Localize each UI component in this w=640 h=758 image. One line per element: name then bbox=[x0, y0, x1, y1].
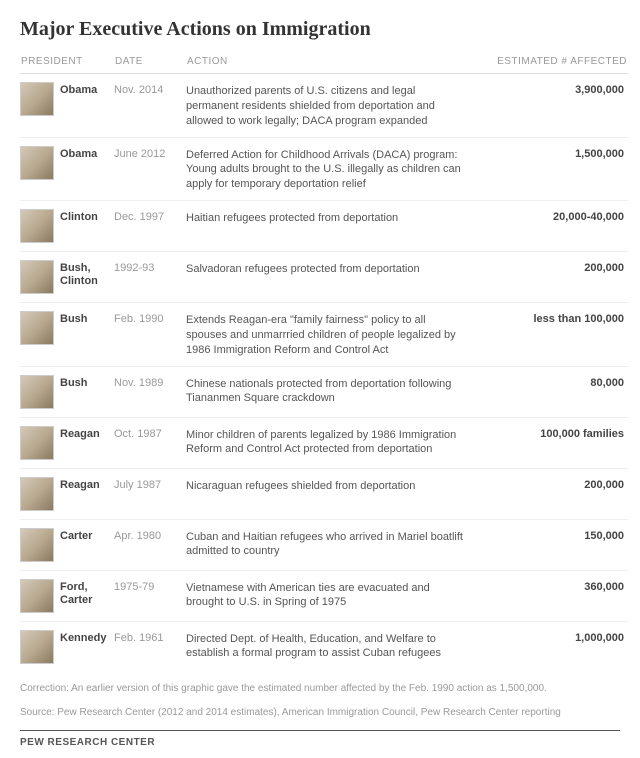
chart-title: Major Executive Actions on Immigration bbox=[20, 18, 620, 41]
table-row: Obama Nov. 2014 Unauthorized parents of U.… bbox=[20, 74, 628, 138]
action-description: Minor children of parents legalized by 1… bbox=[186, 426, 474, 458]
estimated-affected: 1,500,000 bbox=[478, 146, 624, 160]
estimated-affected: 80,000 bbox=[478, 375, 624, 389]
action-description: Salvadoran refugees protected from depor… bbox=[186, 260, 474, 277]
header-action: ACTION bbox=[186, 55, 478, 74]
action-date: Nov. 1989 bbox=[114, 375, 182, 389]
president-photo bbox=[20, 311, 54, 345]
action-date: Feb. 1990 bbox=[114, 311, 182, 325]
table-row: Bush Feb. 1990 Extends Reagan-era "family … bbox=[20, 303, 628, 367]
action-date: 1992-93 bbox=[114, 260, 182, 274]
president-name: Kennedy bbox=[60, 630, 106, 645]
president-name: Carter bbox=[60, 528, 92, 543]
header-president: PRESIDENT bbox=[20, 55, 114, 74]
president-photo bbox=[20, 82, 54, 116]
action-date: July 1987 bbox=[114, 477, 182, 491]
action-date: Oct. 1987 bbox=[114, 426, 182, 440]
estimated-affected: less than 100,000 bbox=[478, 311, 624, 325]
table-row: Obama June 2012 Deferred Action for Childh… bbox=[20, 137, 628, 201]
table-row: Carter Apr. 1980 Cuban and Haitian refugee… bbox=[20, 519, 628, 570]
president-name: Reagan bbox=[60, 426, 100, 441]
action-description: Deferred Action for Childhood Arrivals (… bbox=[186, 146, 474, 193]
table-row: Bush Nov. 1989 Chinese nationals protected… bbox=[20, 366, 628, 417]
action-description: Vietnamese with American ties are evacua… bbox=[186, 579, 474, 611]
action-description: Haitian refugees protected from deportat… bbox=[186, 209, 474, 226]
header-estimated: ESTIMATED # AFFECTED bbox=[478, 55, 628, 74]
estimated-affected: 3,900,000 bbox=[478, 82, 624, 96]
action-date: Feb. 1961 bbox=[114, 630, 182, 644]
action-description: Directed Dept. of Health, Education, and… bbox=[186, 630, 474, 662]
action-description: Extends Reagan-era "family fairness" pol… bbox=[186, 311, 474, 358]
action-description: Nicaraguan refugees shielded from deport… bbox=[186, 477, 474, 494]
table-row: Bush, Clinton 1992-93 Salvadoran refugees … bbox=[20, 252, 628, 303]
president-photo bbox=[20, 477, 54, 511]
estimated-affected: 100,000 families bbox=[478, 426, 624, 440]
estimated-affected: 150,000 bbox=[478, 528, 624, 542]
chart-container: Major Executive Actions on Immigration P… bbox=[0, 0, 640, 758]
president-photo bbox=[20, 209, 54, 243]
source-note: Source: Pew Research Center (2012 and 20… bbox=[20, 706, 620, 720]
action-date: Apr. 1980 bbox=[114, 528, 182, 542]
president-name: Clinton bbox=[60, 209, 98, 224]
president-photo bbox=[20, 375, 54, 409]
president-photo bbox=[20, 579, 54, 613]
table-row: Ford, Carter 1975-79 Vietnamese with Ameri… bbox=[20, 570, 628, 621]
table-row: Clinton Dec. 1997 Haitian refugees protect… bbox=[20, 201, 628, 252]
estimated-affected: 1,000,000 bbox=[478, 630, 624, 644]
correction-note: Correction: An earlier version of this g… bbox=[20, 682, 620, 696]
president-name: Ford, Carter bbox=[60, 579, 110, 607]
president-photo bbox=[20, 630, 54, 664]
action-date: Nov. 2014 bbox=[114, 82, 182, 96]
president-name: Obama bbox=[60, 82, 97, 97]
org-label: PEW RESEARCH CENTER bbox=[20, 730, 620, 748]
president-name: Obama bbox=[60, 146, 97, 161]
actions-table: PRESIDENT DATE ACTION ESTIMATED # AFFECT… bbox=[20, 55, 628, 672]
table-row: Reagan July 1987 Nicaraguan refugees shiel… bbox=[20, 468, 628, 519]
action-date: Dec. 1997 bbox=[114, 209, 182, 223]
president-photo bbox=[20, 146, 54, 180]
estimated-affected: 360,000 bbox=[478, 579, 624, 593]
action-description: Cuban and Haitian refugees who arrived i… bbox=[186, 528, 474, 560]
header-row: PRESIDENT DATE ACTION ESTIMATED # AFFECT… bbox=[20, 55, 628, 74]
action-date: 1975-79 bbox=[114, 579, 182, 593]
president-name: Bush bbox=[60, 375, 88, 390]
table-row: Reagan Oct. 1987 Minor children of parents… bbox=[20, 417, 628, 468]
president-name: Reagan bbox=[60, 477, 100, 492]
estimated-affected: 20,000-40,000 bbox=[478, 209, 624, 223]
president-photo bbox=[20, 426, 54, 460]
president-photo bbox=[20, 528, 54, 562]
estimated-affected: 200,000 bbox=[478, 477, 624, 491]
president-name: Bush bbox=[60, 311, 88, 326]
action-date: June 2012 bbox=[114, 146, 182, 160]
action-description: Chinese nationals protected from deporta… bbox=[186, 375, 474, 407]
estimated-affected: 200,000 bbox=[478, 260, 624, 274]
table-row: Kennedy Feb. 1961 Directed Dept. of Health… bbox=[20, 621, 628, 672]
header-date: DATE bbox=[114, 55, 186, 74]
president-name: Bush, Clinton bbox=[60, 260, 110, 288]
president-photo bbox=[20, 260, 54, 294]
action-description: Unauthorized parents of U.S. citizens an… bbox=[186, 82, 474, 129]
